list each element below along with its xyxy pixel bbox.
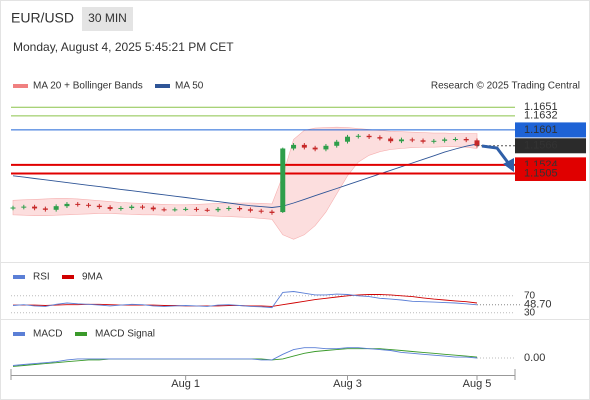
candle-body bbox=[118, 207, 124, 209]
timeframe-badge bbox=[82, 7, 133, 31]
candle-body bbox=[452, 138, 458, 140]
legend-swatch bbox=[155, 84, 170, 88]
forecast-arrowhead bbox=[503, 158, 514, 172]
candle-body bbox=[323, 145, 329, 150]
level-label-box bbox=[515, 122, 586, 138]
candle-body bbox=[204, 209, 210, 211]
candle-body bbox=[10, 207, 16, 209]
x-tick-label: Aug 3 bbox=[333, 378, 362, 390]
chart-title: EUR/USD bbox=[11, 10, 74, 26]
legend-swatch bbox=[62, 275, 74, 279]
candle-body bbox=[377, 137, 383, 139]
candle-body bbox=[334, 141, 340, 146]
level-label-box bbox=[515, 165, 586, 181]
candle-body bbox=[53, 206, 59, 210]
candle-body bbox=[129, 206, 135, 208]
rsi-last-label: 48.70 bbox=[524, 299, 552, 311]
candle-body bbox=[161, 209, 167, 211]
candle-body bbox=[269, 211, 275, 213]
candle-body bbox=[21, 206, 27, 208]
level-label: 1.1505 bbox=[524, 167, 558, 179]
source: Research © 2025 Trading Central bbox=[431, 81, 580, 92]
candle-body bbox=[172, 209, 178, 211]
candle-body bbox=[86, 204, 92, 206]
subtitle: Monday, August 4, 2025 5:45:21 PM CET bbox=[13, 40, 234, 54]
candle-body bbox=[42, 208, 48, 210]
legend-label: MA 50 bbox=[175, 81, 204, 92]
legend-label: 9MA bbox=[82, 272, 103, 283]
candle-body bbox=[226, 207, 232, 209]
candle-body bbox=[420, 140, 426, 142]
bollinger-band bbox=[12, 126, 478, 240]
candle-body bbox=[75, 203, 81, 205]
legend-label: MACD bbox=[33, 329, 62, 340]
timeframe: 30 MIN bbox=[88, 11, 127, 25]
legend-swatch bbox=[13, 275, 25, 279]
rsi-line bbox=[12, 291, 478, 309]
candle-body bbox=[366, 135, 372, 138]
candle-body bbox=[409, 139, 415, 141]
y-tick-label: 0.00 bbox=[524, 352, 545, 364]
legend-label: MACD Signal bbox=[95, 329, 155, 340]
candle-body bbox=[291, 144, 297, 149]
legend-label: RSI bbox=[33, 272, 50, 283]
candle-body bbox=[431, 140, 437, 142]
legend-label: MA 20 + Bollinger Bands bbox=[33, 81, 143, 92]
candle-body bbox=[193, 208, 199, 210]
y-tick-label: 70 bbox=[524, 290, 536, 301]
ma50-line bbox=[12, 143, 478, 208]
macd-line bbox=[12, 347, 478, 366]
x-tick-label: Aug 1 bbox=[171, 378, 200, 390]
legend-swatch bbox=[75, 332, 87, 336]
candle-body bbox=[139, 206, 145, 208]
candle-body bbox=[312, 147, 318, 150]
last-price-box bbox=[515, 138, 586, 154]
legend-swatch bbox=[13, 332, 25, 336]
level-label: 1.1601 bbox=[524, 124, 558, 136]
forecast-arrow bbox=[481, 144, 511, 165]
candle-body bbox=[96, 205, 102, 208]
candle-body bbox=[32, 206, 38, 209]
candle-body bbox=[355, 135, 361, 137]
candle-body bbox=[280, 148, 286, 213]
candle-body bbox=[345, 136, 351, 142]
candle-body bbox=[388, 138, 394, 142]
level-label: 1.1632 bbox=[524, 110, 558, 122]
candle-body bbox=[215, 208, 221, 211]
x-tick-label: Aug 5 bbox=[463, 378, 492, 390]
candle-body bbox=[442, 139, 448, 141]
candle-body bbox=[183, 208, 189, 210]
candle-body bbox=[150, 207, 156, 210]
legend-swatch bbox=[13, 84, 28, 88]
candle-body bbox=[237, 207, 243, 210]
candle-body bbox=[107, 207, 113, 209]
candle-body bbox=[64, 203, 70, 207]
candle-body bbox=[258, 210, 264, 212]
candle-body bbox=[247, 209, 253, 211]
y-tick-label: 30 bbox=[524, 307, 536, 318]
candle-body bbox=[474, 140, 480, 146]
candle-body bbox=[301, 144, 307, 148]
last-price-label: 1.1566 bbox=[524, 140, 558, 152]
level-label: 1.1651 bbox=[524, 101, 558, 113]
candle-body bbox=[398, 139, 404, 142]
candle-body bbox=[463, 138, 469, 141]
